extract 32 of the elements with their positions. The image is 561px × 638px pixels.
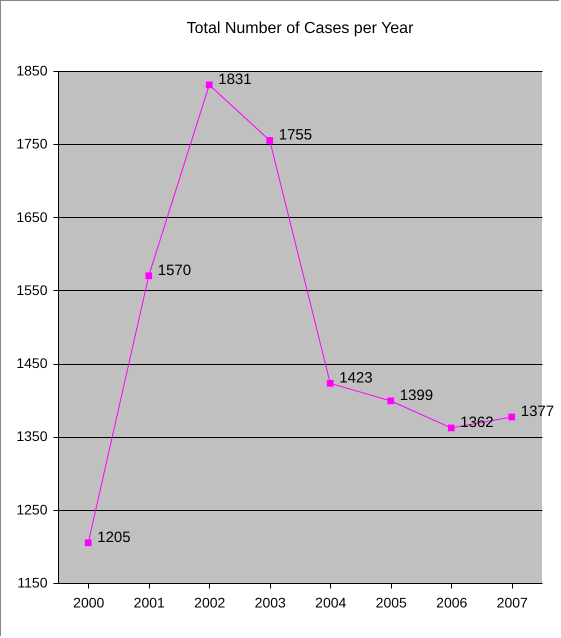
point <box>206 82 213 88</box>
y-tick-label: 1450 <box>16 355 48 372</box>
data-label: 1423 <box>339 369 373 386</box>
point <box>84 539 92 546</box>
data-label: 1831 <box>218 70 252 88</box>
y-tick-label: 1850 <box>16 62 48 78</box>
point <box>387 398 394 404</box>
y-tick-label: 1150 <box>17 574 48 590</box>
data-label: 1399 <box>400 386 434 404</box>
data-label: 1205 <box>97 528 131 546</box>
x-tick-label: 2004 <box>315 594 347 610</box>
y-tick-label: 1250 <box>16 501 48 518</box>
point <box>508 414 516 420</box>
point <box>145 272 152 280</box>
point <box>266 137 274 144</box>
x-tick-label: 2002 <box>194 594 226 610</box>
y-tick-label: 1750 <box>16 136 48 152</box>
y-tick-label: 1350 <box>16 428 48 444</box>
point <box>448 424 455 432</box>
x-tick-label: 2003 <box>254 594 286 610</box>
chart-title: Total Number of Cases per Year <box>186 20 414 37</box>
x-tick-label: 2007 <box>496 594 528 610</box>
data-label: 1570 <box>158 262 192 279</box>
x-tick-label: 2001 <box>134 594 166 610</box>
x-tick-label: 2005 <box>376 594 408 610</box>
x-tick-label: 2006 <box>436 594 468 610</box>
x-tick-label: 2000 <box>73 594 105 610</box>
data-label: 1377 <box>520 402 554 420</box>
data-label: 1755 <box>278 126 312 144</box>
point <box>326 380 334 387</box>
y-tick-label: 1650 <box>16 208 48 225</box>
y-tick-label: 1550 <box>16 282 48 298</box>
